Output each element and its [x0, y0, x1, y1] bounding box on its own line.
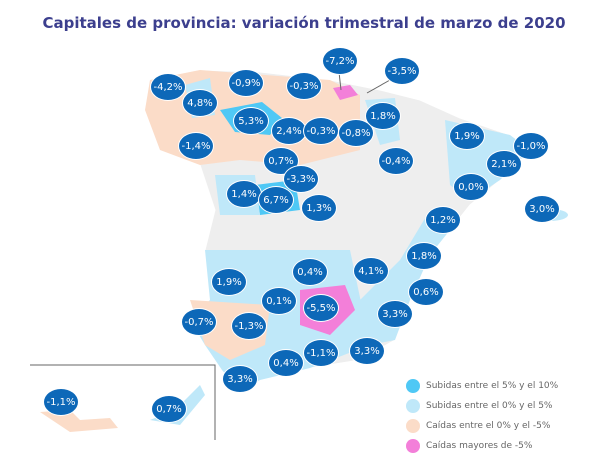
value-bubble: 3,0%: [524, 195, 560, 223]
value-bubble: 2,1%: [486, 150, 522, 178]
value-bubble: 0,4%: [268, 349, 304, 377]
value-bubble: 3,3%: [349, 337, 385, 365]
value-bubble: 0,7%: [151, 395, 187, 423]
value-bubble: -0,3%: [286, 72, 322, 100]
value-bubble: -0,3%: [303, 117, 339, 145]
legend-item: Subidas entre el 0% y el 5%: [406, 396, 558, 416]
value-bubble: -7,2%: [322, 47, 358, 75]
leader-line: [338, 71, 342, 91]
value-bubble: 6,7%: [258, 186, 294, 214]
value-bubble: 1,9%: [211, 268, 247, 296]
value-bubble: 4,8%: [182, 89, 218, 117]
value-bubble: 0,7%: [263, 147, 299, 175]
value-bubble: 1,8%: [406, 242, 442, 270]
value-bubble: -5,5%: [303, 294, 339, 322]
value-bubble: -3,3%: [283, 165, 319, 193]
value-bubble: -1,1%: [43, 388, 79, 416]
legend: Subidas entre el 5% y el 10% Subidas entr…: [406, 376, 558, 456]
map-title: Capitales de provincia: variación trimes…: [42, 14, 566, 32]
value-bubble: 0,6%: [408, 278, 444, 306]
value-bubble: 1,3%: [301, 194, 337, 222]
value-bubble: 1,9%: [449, 122, 485, 150]
legend-item: Subidas entre el 5% y el 10%: [406, 376, 558, 396]
legend-item: Caídas entre el 0% y el -5%: [406, 416, 558, 436]
value-bubble: -1,1%: [303, 339, 339, 367]
legend-label: Subidas entre el 0% y el 5%: [426, 401, 553, 411]
value-bubble: 1,4%: [226, 180, 262, 208]
legend-label: Caídas entre el 0% y el -5%: [426, 421, 551, 431]
value-bubble: -4,2%: [150, 73, 186, 101]
value-bubble: 2,4%: [271, 117, 307, 145]
value-bubble: 1,8%: [365, 102, 401, 130]
leader-line: [366, 79, 391, 94]
value-bubble: 0,1%: [261, 287, 297, 315]
legend-swatch: [406, 399, 420, 413]
legend-label: Caídas mayores de -5%: [426, 441, 533, 451]
value-bubble: -0,7%: [181, 308, 217, 336]
value-bubble: 3,3%: [222, 365, 258, 393]
legend-label: Subidas entre el 5% y el 10%: [426, 381, 559, 391]
legend-item: Caídas mayores de -5%: [406, 436, 558, 456]
value-bubble: 3,3%: [377, 300, 413, 328]
value-bubble: -0,4%: [378, 147, 414, 175]
value-bubble: 4,1%: [353, 257, 389, 285]
canary-box: [30, 364, 216, 440]
legend-swatch: [406, 419, 420, 433]
value-bubble: -1,4%: [178, 132, 214, 160]
value-bubble: 5,3%: [233, 107, 269, 135]
value-bubble: -3,5%: [384, 57, 420, 85]
value-bubble: -1,3%: [231, 312, 267, 340]
value-bubble: -0,9%: [228, 69, 264, 97]
legend-swatch: [406, 379, 420, 393]
value-bubble: 1,2%: [425, 206, 461, 234]
value-bubble: 0,0%: [453, 173, 489, 201]
value-bubble: 0,4%: [292, 258, 328, 286]
region-basque-fall: [333, 85, 358, 100]
legend-swatch: [406, 439, 420, 453]
